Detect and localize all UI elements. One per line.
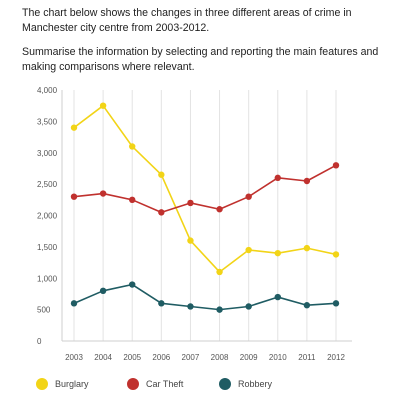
data-point-burglary: [245, 246, 252, 254]
data-point-robbery: [187, 303, 194, 310]
data-point-burglary: [129, 143, 136, 150]
legend-swatch-burglary: [36, 378, 48, 390]
data-point-burglary: [303, 244, 311, 252]
y-tick-label: 1,500: [37, 243, 58, 252]
data-point-car-theft: [99, 190, 107, 197]
x-tick-label: 2006: [152, 353, 170, 362]
data-point-car-theft: [129, 196, 136, 204]
legend-swatch-car-theft: [127, 378, 139, 390]
y-tick-label: 2,500: [37, 180, 58, 189]
x-tick-label: 2007: [182, 353, 200, 362]
data-point-burglary: [187, 237, 194, 244]
data-point-robbery: [303, 302, 311, 309]
data-point-burglary: [216, 268, 223, 276]
series-line-burglary: [73, 104, 337, 273]
series-car-theft: [70, 162, 340, 216]
data-point-burglary: [99, 102, 107, 109]
legend-item-robbery: Robbery: [219, 378, 273, 390]
prompt-instruction: Summarise the information by selecting a…: [22, 46, 379, 73]
legend-item-car-theft: Car Theft: [127, 378, 184, 390]
legend-label-robbery: Robbery: [238, 379, 273, 389]
data-point-car-theft: [70, 193, 78, 200]
data-point-car-theft: [158, 209, 165, 216]
x-tick-label: 2011: [298, 353, 316, 362]
prompt-intro: The chart below shows the changes in thr…: [22, 7, 352, 34]
y-tick-label: 3,500: [37, 117, 58, 126]
x-tick-label: 2009: [240, 353, 258, 362]
x-tick-label: 2005: [123, 353, 141, 362]
data-point-car-theft: [274, 174, 281, 182]
data-point-car-theft: [245, 193, 252, 200]
y-tick-label: 4,000: [37, 86, 58, 95]
series-robbery: [70, 281, 340, 313]
data-point-robbery: [70, 300, 78, 307]
y-tick-label: 3,000: [37, 149, 58, 158]
chart-grid: [73, 90, 337, 341]
data-point-robbery: [332, 300, 340, 307]
series-line-car-theft: [73, 164, 337, 214]
data-point-burglary: [70, 124, 78, 131]
legend-swatch-robbery: [219, 378, 231, 390]
data-point-robbery: [216, 306, 223, 313]
x-tick-label: 2010: [269, 353, 287, 362]
x-tick-label: 2012: [327, 353, 345, 362]
y-tick-label: 0: [37, 337, 42, 346]
data-point-robbery: [274, 293, 281, 301]
x-tick-label: 2004: [94, 353, 112, 362]
series-line-robbery: [73, 283, 337, 311]
data-point-burglary: [332, 251, 340, 258]
data-point-car-theft: [216, 206, 223, 213]
y-tick-label: 2,000: [37, 212, 58, 221]
legend-label-burglary: Burglary: [55, 379, 89, 389]
chart-legend: Burglary Car Theft Robbery: [36, 378, 273, 390]
data-point-robbery: [158, 300, 165, 307]
data-point-robbery: [245, 303, 252, 310]
x-tick-label: 2003: [65, 353, 83, 362]
data-point-car-theft: [332, 162, 340, 169]
data-point-robbery: [99, 287, 107, 294]
data-point-car-theft: [303, 177, 311, 185]
chart-axes: 0 500 1,000 1,500 2,000 2,500 3,000 3,500 4,000 2…: [37, 86, 352, 362]
y-tick-label: 500: [37, 306, 51, 315]
chart-series: [70, 102, 340, 313]
task-prompt: The chart below shows the changes in thr…: [22, 6, 392, 84]
y-tick-label: 1,000: [37, 274, 58, 283]
data-point-burglary: [158, 171, 165, 178]
data-point-car-theft: [187, 199, 194, 207]
series-burglary: [70, 102, 340, 276]
legend-item-burglary: Burglary: [36, 378, 89, 390]
data-point-robbery: [129, 281, 136, 288]
x-tick-label: 2008: [211, 353, 229, 362]
legend-label-car-theft: Car Theft: [146, 379, 184, 389]
data-point-burglary: [274, 249, 281, 257]
